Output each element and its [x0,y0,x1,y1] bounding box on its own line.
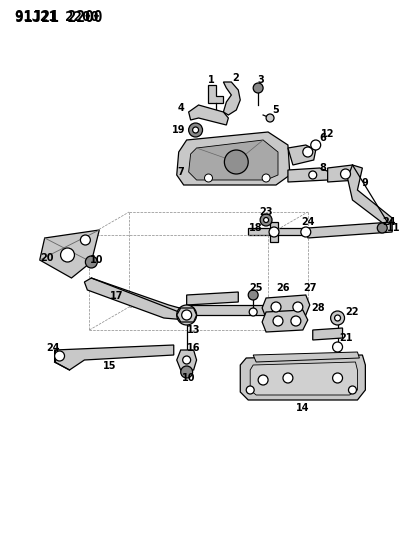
Text: 91J21 2200: 91J21 2200 [15,10,102,25]
Polygon shape [176,350,196,370]
Polygon shape [186,305,267,315]
Circle shape [348,386,356,394]
Circle shape [85,256,97,268]
Polygon shape [40,230,99,278]
Circle shape [61,248,74,262]
Text: 91J21 2200: 91J21 2200 [15,10,98,24]
Text: 18: 18 [249,223,262,233]
Text: 22: 22 [345,307,358,317]
Circle shape [377,223,386,233]
Circle shape [330,311,344,325]
Polygon shape [223,82,240,115]
Polygon shape [188,140,277,180]
Circle shape [55,351,65,361]
Text: 4: 4 [177,103,184,113]
Text: 2: 2 [231,73,238,83]
Circle shape [249,308,257,316]
Text: 16: 16 [186,343,200,353]
Polygon shape [208,85,223,103]
Circle shape [292,302,302,312]
Text: 12: 12 [320,129,334,139]
Circle shape [246,386,253,394]
Polygon shape [176,308,196,322]
Polygon shape [327,165,358,182]
Text: 6: 6 [318,133,325,143]
Polygon shape [84,278,186,320]
Text: 17: 17 [110,291,124,301]
Text: 24: 24 [46,343,59,353]
Circle shape [192,127,198,133]
Circle shape [340,169,350,179]
Circle shape [188,123,202,137]
Text: 5: 5 [272,105,279,115]
Text: 11: 11 [387,223,400,233]
Circle shape [259,214,271,226]
Circle shape [270,302,280,312]
Text: 1: 1 [208,75,214,85]
Polygon shape [249,362,356,395]
Text: 25: 25 [249,283,262,293]
Polygon shape [176,132,289,185]
Text: 24: 24 [381,217,395,227]
Circle shape [268,227,278,237]
Circle shape [253,83,262,93]
Text: 24: 24 [300,217,314,227]
Circle shape [282,373,292,383]
Circle shape [332,342,342,352]
Polygon shape [261,295,309,318]
Polygon shape [247,228,307,235]
Text: 23: 23 [259,207,272,217]
Polygon shape [269,222,277,242]
Circle shape [204,174,212,182]
Polygon shape [307,222,391,238]
Circle shape [181,310,191,320]
Circle shape [310,140,320,150]
Polygon shape [261,310,307,332]
Circle shape [176,305,196,325]
Circle shape [224,150,247,174]
Text: 27: 27 [302,283,316,293]
Polygon shape [240,355,365,400]
Polygon shape [346,165,391,228]
Text: 20: 20 [40,253,53,263]
Text: 14: 14 [295,403,309,413]
Polygon shape [312,328,342,340]
Circle shape [308,171,316,179]
Circle shape [300,227,310,237]
Text: 10: 10 [89,255,103,265]
Polygon shape [55,345,173,370]
Text: 28: 28 [310,303,324,313]
Text: 26: 26 [275,283,289,293]
Text: 21: 21 [338,333,351,343]
Polygon shape [287,145,315,165]
Text: 15: 15 [102,361,115,371]
Circle shape [332,373,342,383]
Circle shape [257,375,267,385]
Text: 19: 19 [172,125,185,135]
Circle shape [263,217,268,222]
Circle shape [247,290,257,300]
Circle shape [261,174,269,182]
Text: 3: 3 [257,75,264,85]
Polygon shape [287,168,329,182]
Text: 9: 9 [361,178,368,188]
Circle shape [80,235,90,245]
Circle shape [182,356,190,364]
Circle shape [265,114,273,122]
Text: 7: 7 [177,167,184,177]
Polygon shape [186,292,238,305]
Text: 13: 13 [186,325,200,335]
Text: 8: 8 [318,163,325,173]
Circle shape [334,315,340,321]
Polygon shape [253,352,358,362]
Circle shape [180,366,192,378]
Circle shape [272,316,282,326]
Circle shape [302,147,312,157]
Text: 10: 10 [181,373,195,383]
Polygon shape [188,105,228,125]
Circle shape [290,316,300,326]
